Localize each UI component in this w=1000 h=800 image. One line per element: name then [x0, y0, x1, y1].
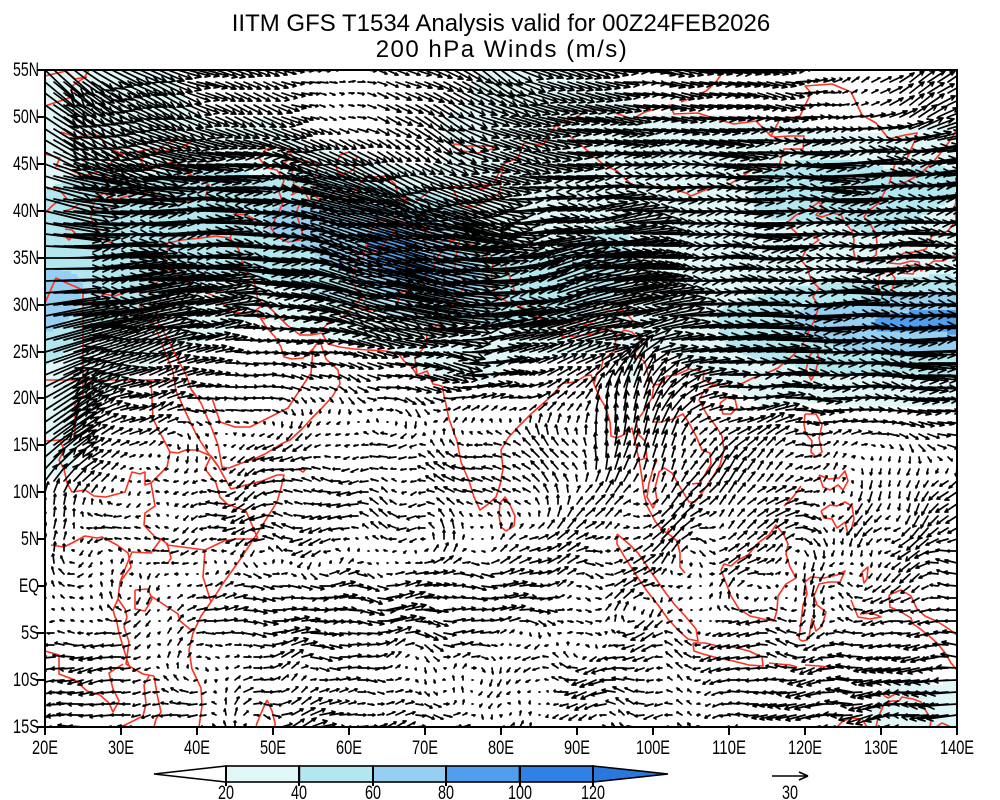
svg-text:45N: 45N: [13, 154, 39, 175]
svg-text:140E: 140E: [940, 738, 974, 759]
svg-text:70E: 70E: [412, 738, 438, 759]
svg-text:30E: 30E: [108, 738, 134, 759]
svg-text:130E: 130E: [864, 738, 898, 759]
svg-text:50E: 50E: [260, 738, 286, 759]
svg-text:110E: 110E: [712, 738, 746, 759]
svg-text:40E: 40E: [184, 738, 210, 759]
svg-text:EQ: EQ: [19, 576, 39, 597]
svg-text:200 hPa Winds (m/s): 200 hPa Winds (m/s): [376, 36, 629, 63]
svg-text:120E: 120E: [788, 738, 822, 759]
svg-text:IITM GFS T1534 Analysis valid: IITM GFS T1534 Analysis valid for 00Z24F…: [232, 10, 770, 37]
svg-text:90E: 90E: [564, 738, 590, 759]
svg-text:15S: 15S: [13, 717, 39, 738]
svg-text:120: 120: [581, 783, 605, 800]
svg-text:20: 20: [218, 783, 234, 800]
svg-text:60E: 60E: [336, 738, 362, 759]
svg-text:30N: 30N: [13, 295, 39, 316]
svg-text:25N: 25N: [13, 342, 39, 363]
svg-text:5N: 5N: [21, 529, 39, 550]
svg-text:60: 60: [365, 783, 381, 800]
svg-text:5S: 5S: [21, 623, 39, 644]
svg-text:55N: 55N: [13, 60, 39, 81]
svg-text:35N: 35N: [13, 248, 39, 269]
svg-text:50N: 50N: [13, 107, 39, 128]
svg-text:10S: 10S: [13, 670, 39, 691]
svg-text:30: 30: [782, 783, 798, 800]
svg-text:20N: 20N: [13, 388, 39, 409]
svg-text:40: 40: [291, 783, 307, 800]
svg-text:80: 80: [438, 783, 454, 800]
svg-text:100: 100: [508, 783, 532, 800]
svg-text:15N: 15N: [13, 435, 39, 456]
svg-text:80E: 80E: [488, 738, 514, 759]
svg-text:40N: 40N: [13, 201, 39, 222]
svg-text:100E: 100E: [636, 738, 670, 759]
svg-text:20E: 20E: [32, 738, 58, 759]
svg-text:10N: 10N: [13, 482, 39, 503]
